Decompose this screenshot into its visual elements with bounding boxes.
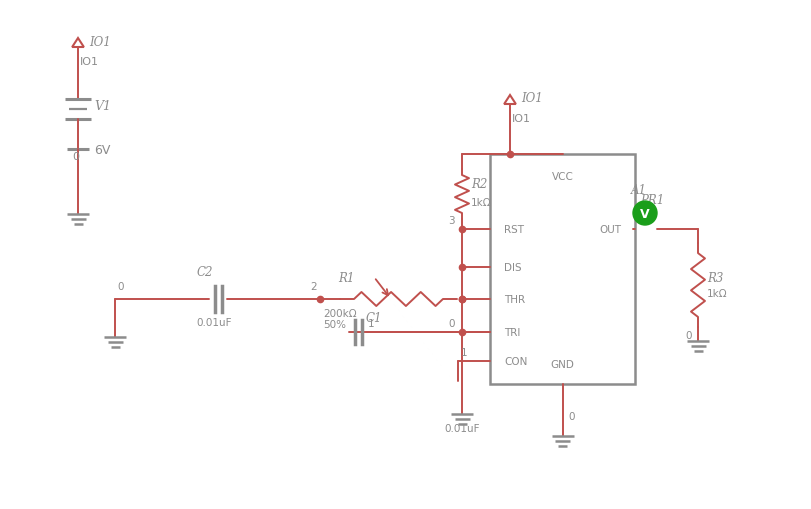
- Text: 2: 2: [310, 281, 316, 292]
- Text: IO1: IO1: [512, 114, 531, 124]
- Text: GND: GND: [551, 359, 574, 369]
- Text: 6V: 6V: [94, 143, 110, 156]
- Text: 1kΩ: 1kΩ: [707, 289, 727, 298]
- Text: 0: 0: [448, 318, 454, 328]
- Text: THR: THR: [504, 294, 526, 304]
- Text: DIS: DIS: [504, 263, 521, 272]
- Text: PR1: PR1: [640, 194, 664, 207]
- Text: V: V: [640, 207, 650, 220]
- Text: 1: 1: [461, 347, 468, 357]
- Text: IO1: IO1: [89, 36, 111, 48]
- Text: 1kΩ: 1kΩ: [471, 197, 491, 207]
- Text: 0: 0: [72, 152, 79, 162]
- Text: R3: R3: [707, 271, 723, 284]
- Text: R1: R1: [338, 271, 354, 284]
- Text: A1: A1: [631, 183, 647, 196]
- Text: 3: 3: [448, 216, 455, 225]
- Circle shape: [633, 202, 657, 225]
- Text: C2: C2: [196, 266, 213, 279]
- Bar: [490, 155, 635, 384]
- Text: OUT: OUT: [599, 224, 621, 235]
- Text: 200kΩ: 200kΩ: [323, 308, 357, 318]
- Text: 0: 0: [685, 330, 692, 341]
- Text: CON: CON: [504, 356, 527, 366]
- Text: IO1: IO1: [521, 92, 543, 105]
- Text: V1: V1: [94, 100, 111, 114]
- Text: VCC: VCC: [551, 172, 573, 182]
- Text: C1: C1: [366, 312, 383, 325]
- Text: TRI: TRI: [504, 327, 521, 337]
- Text: 0: 0: [569, 411, 575, 421]
- Text: 1: 1: [368, 318, 375, 328]
- Text: R2: R2: [471, 178, 487, 191]
- Text: IO1: IO1: [80, 57, 99, 67]
- Text: 50%: 50%: [323, 319, 346, 329]
- Text: 0.01uF: 0.01uF: [196, 318, 231, 327]
- Text: 0.01uF: 0.01uF: [444, 423, 479, 433]
- Text: RST: RST: [504, 224, 524, 235]
- Text: 0: 0: [117, 281, 123, 292]
